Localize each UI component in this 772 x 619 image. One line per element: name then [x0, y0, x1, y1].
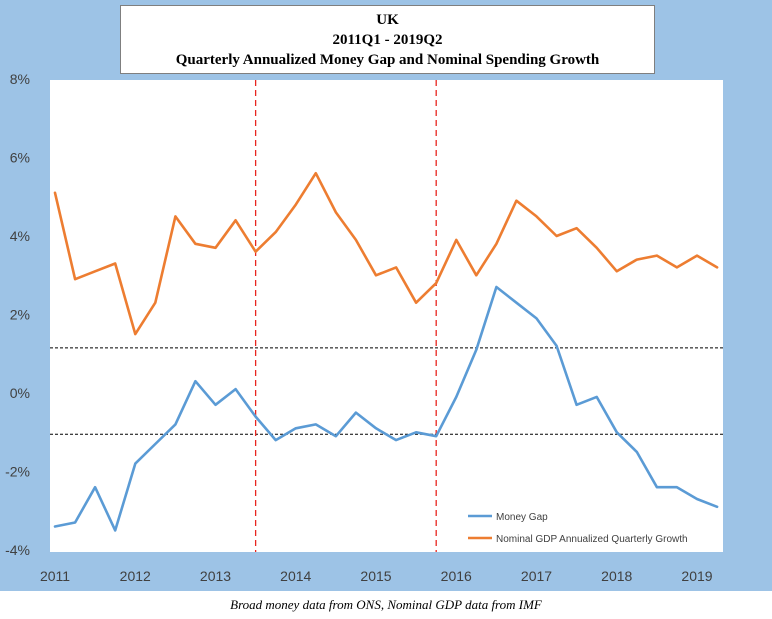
chart-title-line-3: Quarterly Annualized Money Gap and Nomin… — [175, 52, 600, 68]
y-tick-label: 2% — [10, 307, 30, 323]
x-tick-label: 2012 — [120, 568, 151, 584]
chart-canvas: 8% 6% 4% 2% 0% -2% -4% 2011 2012 2013 2014 2015 2016… — [5, 71, 723, 584]
y-tick-label: 4% — [10, 228, 30, 244]
legend-label-1: Nominal GDP Annualized Quarterly Growth — [496, 534, 688, 545]
series-line-1 — [53, 171, 719, 336]
x-tick-label: 2018 — [601, 568, 632, 584]
legend-label-0: Money Gap — [496, 512, 548, 523]
y-tick-label: -4% — [5, 542, 30, 558]
y-tick-label: 6% — [10, 150, 30, 166]
y-tick-label: -2% — [5, 464, 30, 480]
x-tick-label: 2015 — [360, 568, 391, 584]
y-tick-label: 8% — [10, 71, 30, 87]
plot-area — [50, 80, 723, 552]
series-line-0 — [53, 285, 719, 532]
y-tick-label: 0% — [10, 385, 30, 401]
x-tick-label: 2011 — [40, 568, 70, 584]
x-tick-label: 2017 — [521, 568, 552, 584]
chart-title-box: UK 2011Q1 - 2019Q2 Quarterly Annualized … — [120, 5, 655, 74]
x-tick-label: 2014 — [280, 568, 311, 584]
x-tick-label: 2013 — [200, 568, 231, 584]
x-tick-label: 2016 — [441, 568, 472, 584]
x-tick-label: 2019 — [681, 568, 712, 584]
chart-title-line-1: UK — [376, 12, 399, 28]
source-caption: Broad money data from ONS, Nominal GDP d… — [230, 597, 542, 612]
chart-title-line-2: 2011Q1 - 2019Q2 — [332, 32, 443, 48]
